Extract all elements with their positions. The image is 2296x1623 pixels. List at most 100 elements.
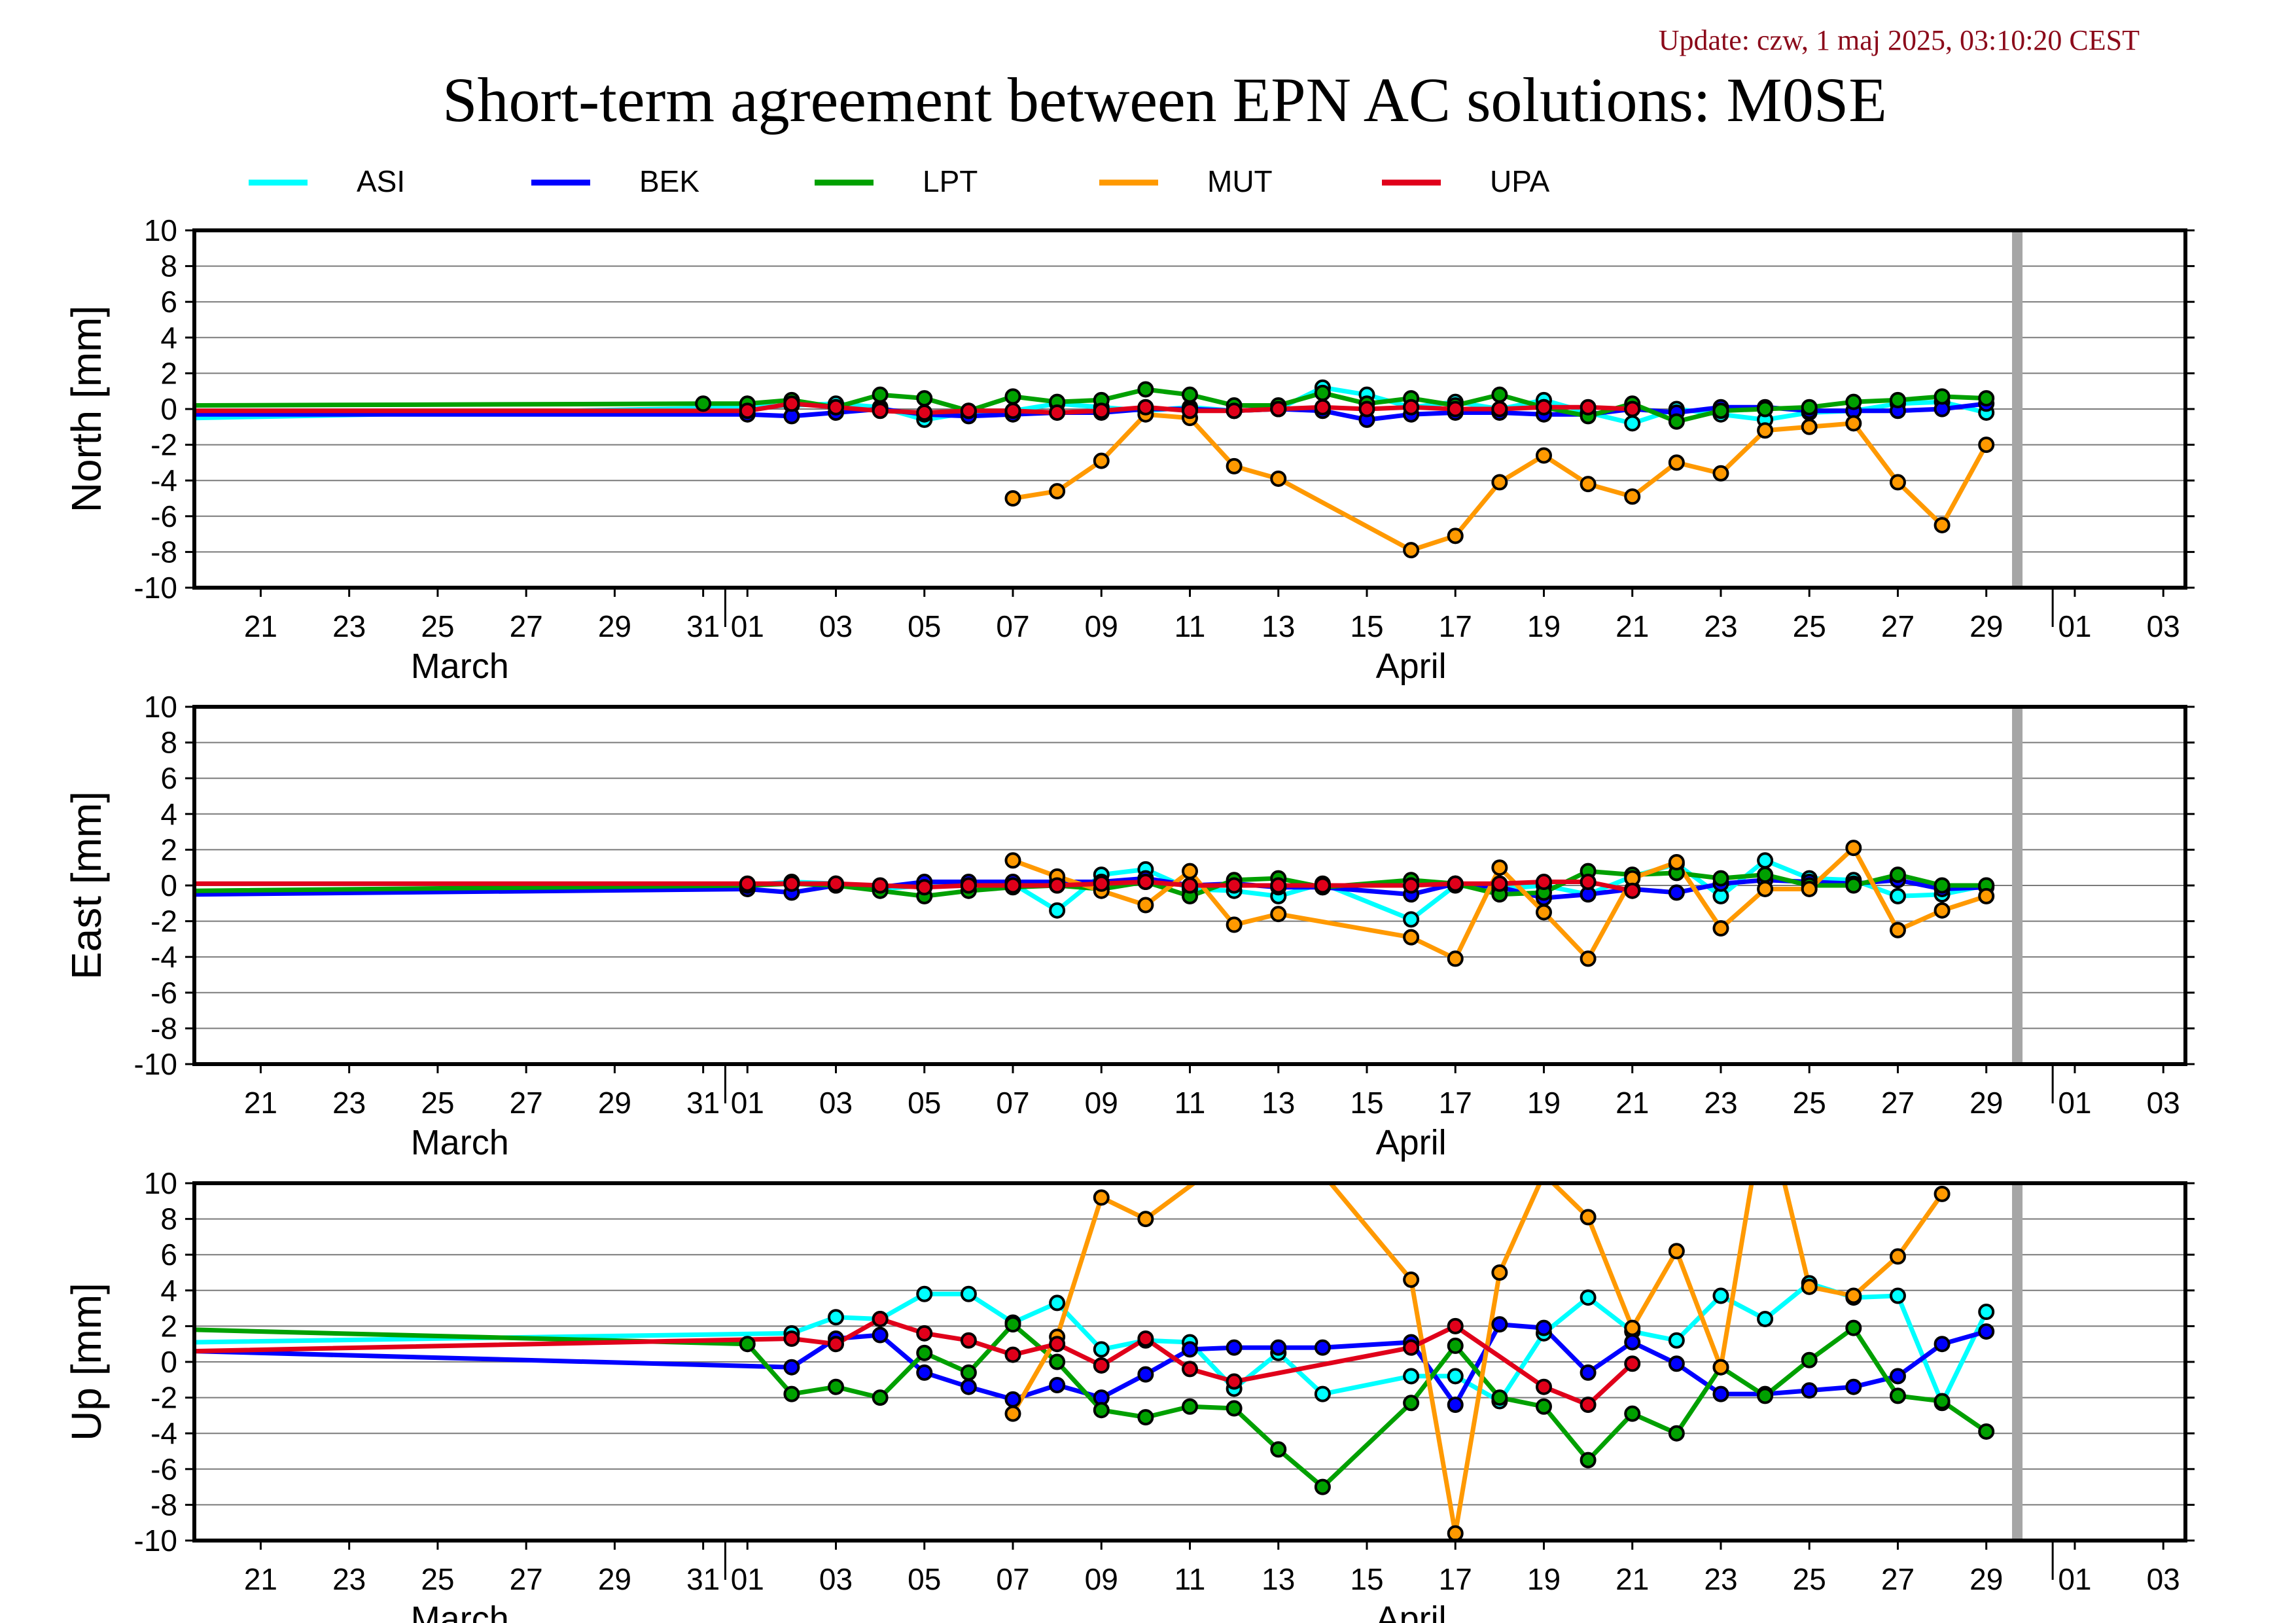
y-tick-label: -8 [150,1488,177,1522]
y-tick-label: -6 [150,499,177,533]
data-point-bek [916,1364,933,1381]
data-point-mut [1270,470,1287,487]
y-tick-label: -10 [134,1047,177,1081]
data-point-mut [1668,454,1685,471]
data-point-upa [828,399,845,416]
y-tick-label: 8 [160,249,177,283]
data-point-upa [1049,877,1066,894]
data-point-upa [1580,1397,1597,1414]
data-point-mut [1403,929,1420,946]
data-point-mut [1093,452,1110,469]
data-point-lpt [1580,1452,1597,1469]
x-tick-label: 31 [686,1562,720,1596]
data-point-upa [1270,401,1287,418]
data-point-upa [1093,1357,1110,1374]
month-label: March [411,1599,509,1623]
data-point-lpt [1934,877,1951,894]
data-point-upa [1182,877,1198,894]
y-tick-label: -6 [150,1452,177,1486]
x-tick-label: 03 [2147,1086,2180,1120]
x-tick-label: 07 [996,609,1029,643]
month-label: March [411,1123,509,1162]
x-tick-label: 21 [1616,1562,1649,1596]
data-point-upa [739,875,756,892]
series-line-lpt [194,1322,1988,1489]
data-point-upa [1182,1361,1198,1378]
data-point-lpt [783,1385,800,1402]
data-point-upa [1182,402,1198,419]
y-tick-label: 4 [160,321,177,355]
data-point-lpt [1668,413,1685,430]
data-point-upa [783,1330,800,1347]
current-day-marker [2012,1183,2023,1541]
x-tick-label: 27 [510,1562,543,1596]
data-point-asi [1978,1304,1995,1321]
data-point-upa [1137,874,1154,891]
x-tick-label: 25 [421,1086,454,1120]
plot-frame [192,705,2187,1066]
x-tick-label: 17 [1439,1086,1472,1120]
data-point-upa [1624,882,1641,899]
data-point-upa [960,877,977,894]
data-point-asi [1403,911,1420,928]
legend-label-upa: UPA [1490,164,1549,198]
legend-label-mut: MUT [1207,164,1273,198]
data-point-mut [1226,457,1243,474]
data-area [194,379,1995,559]
data-point-upa [1004,877,1021,894]
data-point-lpt [1447,1337,1464,1354]
data-point-asi [916,1285,933,1302]
data-point-mut [1934,516,1951,533]
data-point-mut [1712,1359,1729,1376]
data-point-lpt [739,1336,756,1353]
data-point-asi [1889,887,1906,904]
data-point-upa [1358,401,1375,418]
x-tick-label: 19 [1527,609,1561,643]
data-point-bek [783,1359,800,1376]
y-tick-label: -8 [150,1011,177,1045]
data-point-lpt [1845,877,1862,894]
data-point-lpt [1004,388,1021,405]
x-tick-label: 09 [1085,1086,1118,1120]
y-tick-label: 2 [160,356,177,390]
data-point-lpt [1137,381,1154,398]
data-point-lpt [1845,1319,1862,1336]
data-point-bek [1712,1385,1729,1402]
y-tick-label: -4 [150,463,177,497]
data-point-upa [1535,874,1552,891]
series-line-upa [194,401,1633,415]
data-point-mut [1978,437,1995,454]
y-axis-label: Up [mm] [63,1283,110,1441]
x-tick-label: 11 [1174,609,1206,643]
data-point-upa [1535,399,1552,416]
data-point-asi [1093,1341,1110,1358]
month-label: April [1376,647,1447,686]
x-tick-label: 27 [1881,1086,1915,1120]
x-tick-label: 03 [2147,609,2180,643]
x-tick-label: 05 [908,1562,941,1596]
data-point-mut [1049,483,1066,500]
x-tick-label: 23 [332,609,366,643]
data-point-lpt [1314,384,1331,401]
data-point-upa [960,402,977,419]
data-point-upa [916,879,933,896]
y-tick-label: -8 [150,535,177,569]
data-point-asi [1580,1289,1597,1306]
data-point-bek [960,1378,977,1395]
data-point-upa [1226,1373,1243,1390]
x-tick-label: 07 [996,1562,1029,1596]
data-point-upa [739,402,756,419]
x-tick-label: 01 [2058,609,2091,643]
data-point-bek [1668,1355,1685,1372]
data-point-mut [1226,916,1243,933]
y-tick-label: 8 [160,1202,177,1236]
data-point-asi [1624,415,1641,432]
data-point-lpt [1757,1387,1774,1404]
data-point-lpt [872,1389,889,1406]
x-tick-label: 27 [1881,609,1915,643]
data-point-mut [1712,465,1729,482]
data-point-lpt [695,395,712,412]
data-point-bek [1182,1341,1198,1358]
data-point-mut [1447,527,1464,544]
data-point-mut [1004,490,1021,507]
